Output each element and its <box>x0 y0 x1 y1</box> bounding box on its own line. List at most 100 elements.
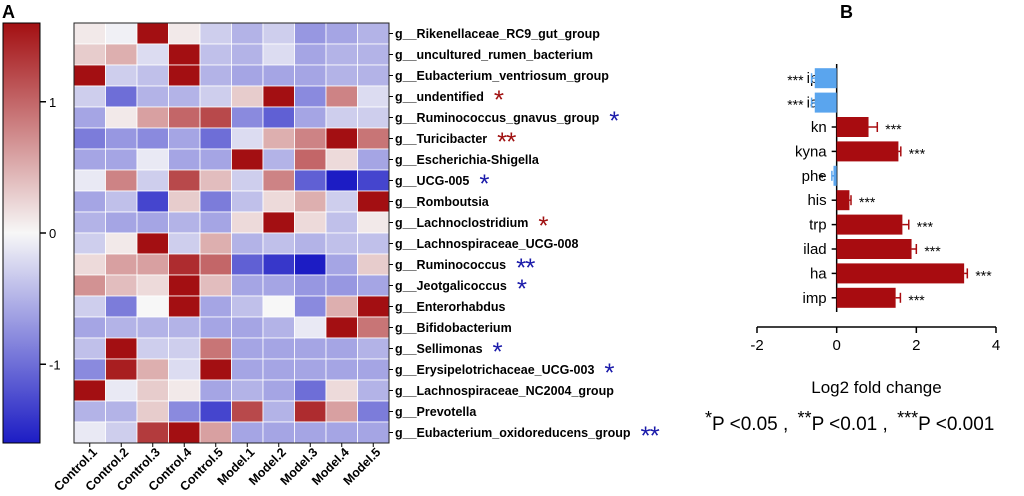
heatmap-cell <box>199 316 232 339</box>
heatmap-cell <box>231 148 264 171</box>
heatmap-cell <box>325 169 358 192</box>
heatmap-cell <box>199 358 232 381</box>
heatmap-cell <box>199 400 232 423</box>
heatmap-cell <box>136 190 169 213</box>
significance-marker: * <box>538 211 548 241</box>
bar-trp <box>836 214 903 235</box>
heatmap-cell <box>231 274 264 297</box>
heatmap-cell <box>105 316 138 339</box>
bar-category-label: phe <box>802 168 827 185</box>
heatmap-cell <box>325 379 358 402</box>
heatmap-cell <box>357 253 390 276</box>
heatmap-cell <box>136 106 169 129</box>
heatmap-cell <box>231 190 264 213</box>
heatmap-cell <box>168 358 201 381</box>
heatmap-cell <box>73 253 106 276</box>
heatmap-cell <box>105 43 138 66</box>
heatmap-cell <box>325 211 358 234</box>
heatmap-cell <box>294 337 327 360</box>
heatmap-cell <box>294 22 327 45</box>
heatmap-cell <box>199 421 232 444</box>
heatmap-cell <box>136 379 169 402</box>
heatmap-cell <box>357 148 390 171</box>
heatmap-cell <box>73 295 106 318</box>
heatmap-cell <box>136 358 169 381</box>
heatmap-cell <box>105 421 138 444</box>
heatmap-cell <box>168 211 201 234</box>
heatmap-cell <box>231 316 264 339</box>
significance-marker: ** <box>497 127 516 157</box>
heatmap-cell <box>168 379 201 402</box>
heatmap-cell <box>357 295 390 318</box>
bar-kyna <box>836 141 899 162</box>
bar-x-tick-label: 0 <box>832 337 840 354</box>
heatmap-cell <box>262 337 295 360</box>
heatmap-cell <box>136 400 169 423</box>
heatmap-row-label: g__Lachnospiraceae_UCG-008 <box>395 237 578 251</box>
heatmap-row-label: g__Eubacterium_ventriosum_group <box>395 69 609 83</box>
heatmap-cell <box>325 232 358 255</box>
heatmap-cell <box>136 232 169 255</box>
footnote-text-2: P <0.01 , <box>812 414 888 435</box>
heatmap-cell <box>294 274 327 297</box>
heatmap-cell <box>73 169 106 192</box>
heatmap-cell <box>294 358 327 381</box>
heatmap-cell <box>325 22 358 45</box>
heatmap-cell <box>105 22 138 45</box>
heatmap-cell <box>262 400 295 423</box>
heatmap-cell <box>105 295 138 318</box>
heatmap-cell <box>262 295 295 318</box>
heatmap-cell <box>357 358 390 381</box>
heatmap-cell <box>199 43 232 66</box>
footnote-star-2: ** <box>798 408 812 428</box>
heatmap-cell <box>136 64 169 87</box>
bar-significance-label: *** <box>908 292 925 308</box>
heatmap-cell <box>168 253 201 276</box>
heatmap-cell <box>231 337 264 360</box>
heatmap-cell <box>73 358 106 381</box>
heatmap-cell <box>136 169 169 192</box>
heatmap-cell <box>231 358 264 381</box>
heatmap-cell <box>294 127 327 150</box>
heatmap-cell <box>105 358 138 381</box>
heatmap-column-labels: Control.1Control.2Control.3Control.4Cont… <box>51 443 383 494</box>
heatmap-cell <box>73 127 106 150</box>
heatmap-cell <box>168 64 201 87</box>
heatmap-cell <box>105 232 138 255</box>
heatmap-cell <box>262 85 295 108</box>
bar-significance-label: *** <box>924 243 941 259</box>
heatmap-cell <box>262 421 295 444</box>
heatmap-cell <box>231 106 264 129</box>
heatmap-row-label: g__uncultured_rumen_bacterium <box>395 48 593 62</box>
heatmap-cell <box>168 232 201 255</box>
bar-significance-label: *** <box>885 121 902 137</box>
colorbar-tick-label: -1 <box>49 357 61 372</box>
heatmap-cell <box>325 106 358 129</box>
heatmap-cell <box>105 211 138 234</box>
heatmap-row-label: g__Erysipelotrichaceae_UCG-003 <box>395 363 594 377</box>
significance-marker: * <box>479 169 489 199</box>
heatmap-cell <box>199 274 232 297</box>
heatmap-cell <box>168 85 201 108</box>
bar-category-label: kn <box>811 119 827 136</box>
heatmap-cell <box>105 190 138 213</box>
heatmap-cell <box>136 253 169 276</box>
heatmap-cell <box>262 127 295 150</box>
heatmap-cell <box>105 169 138 192</box>
heatmap-cell <box>136 421 169 444</box>
heatmap-cell <box>73 379 106 402</box>
heatmap-cell <box>73 274 106 297</box>
heatmap-cell <box>231 211 264 234</box>
heatmap-row-label: g__undentified <box>395 90 484 104</box>
heatmap-row-label: g__UCG-005 <box>395 174 469 188</box>
heatmap-cell <box>294 169 327 192</box>
heatmap-cell <box>325 421 358 444</box>
heatmap-cell <box>325 85 358 108</box>
heatmap-cell <box>199 211 232 234</box>
heatmap-cell <box>325 253 358 276</box>
heatmap-cell <box>73 400 106 423</box>
heatmap-cell <box>199 253 232 276</box>
heatmap-cell <box>357 232 390 255</box>
footnote-text-3: P <0.001 <box>918 414 994 435</box>
